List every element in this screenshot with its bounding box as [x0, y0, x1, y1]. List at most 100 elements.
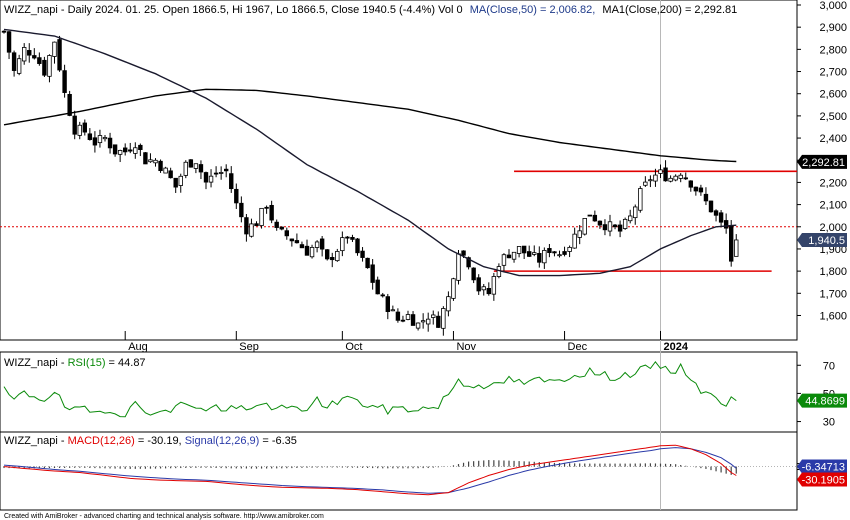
candle-body-down	[37, 57, 42, 64]
candle-body-up	[163, 167, 168, 174]
candle-body-down	[203, 172, 209, 183]
candle-body-up	[309, 247, 315, 258]
candle-body-down	[32, 55, 37, 59]
candle-body-up	[491, 276, 497, 295]
candle-body-up	[648, 179, 653, 182]
candle-body-down	[537, 253, 542, 263]
candle-body-up	[47, 55, 52, 77]
candle-body-up	[431, 314, 436, 318]
candle-body-up	[622, 218, 628, 229]
candle-body-up	[572, 233, 577, 249]
candle-body-up	[340, 237, 345, 252]
candle-body-down	[269, 204, 274, 221]
candle-body-down	[244, 217, 249, 235]
candle-body-up	[673, 175, 678, 181]
macd-prefix: WIZZ_napi -	[4, 435, 68, 447]
candle-body-down	[723, 220, 729, 229]
price-tick-label: 3,000	[819, 0, 847, 12]
candle-body-down	[57, 39, 62, 71]
candle-body-up	[178, 175, 183, 186]
candle-body-down	[400, 319, 406, 322]
candle-body-down	[597, 220, 603, 226]
candle-body-up	[183, 161, 188, 176]
candle-body-down	[42, 59, 47, 76]
rsi-value: = 44.87	[109, 357, 146, 369]
candle-body-up	[638, 188, 643, 211]
candle-body-up	[97, 135, 103, 144]
candle-body-up	[218, 172, 224, 174]
candle-body-down	[729, 225, 734, 262]
candle-body-up	[259, 207, 264, 226]
candle-body-down	[592, 214, 598, 222]
candle-body-up	[678, 174, 683, 179]
candle-body-down	[698, 187, 704, 193]
candle-body-down	[82, 122, 87, 133]
candle-body-up	[542, 250, 547, 264]
candle-body-up	[390, 309, 396, 312]
rsi-series	[3, 360, 737, 418]
candle-body-down	[1, 30, 7, 33]
candle-body-down	[587, 214, 592, 217]
price-tick-label: 2,200	[819, 177, 847, 189]
candle-body-down	[6, 31, 12, 53]
candle-body-down	[380, 294, 385, 297]
signal-label: Signal(12,26,9)	[185, 435, 260, 447]
candle-body-down	[138, 144, 143, 150]
ma50-label: MA(Close,50) = 2,006.82,	[470, 4, 596, 16]
candle-body-down	[213, 172, 219, 175]
candle-body-down	[279, 226, 284, 230]
candle-body-up	[567, 246, 572, 252]
rsi-label: RSI(15)	[68, 357, 106, 369]
candle-body-down	[264, 206, 269, 209]
candle-body-down	[299, 244, 305, 249]
candle-body-up	[658, 169, 663, 174]
price-badge-bg	[797, 232, 847, 247]
signal-badge-text: -6.34713	[802, 461, 845, 473]
candle-body-up	[77, 124, 82, 136]
candle-body-down	[234, 188, 239, 204]
candle-body-up	[133, 147, 138, 154]
date-label: Sep	[239, 341, 259, 353]
price-tick-label: 2,700	[819, 67, 847, 79]
candle-body-down	[289, 238, 295, 242]
date-axis-labels: Aug Sep Oct Nov Dec 2024	[124, 331, 689, 353]
ma50-line	[3, 28, 737, 277]
macd-badge-bg	[797, 472, 847, 487]
candlesticks	[1, 30, 739, 336]
candle-body-down	[602, 224, 608, 231]
price-tick-label: 2,000	[819, 222, 847, 234]
moving-averages	[3, 28, 737, 277]
price-badge-text: 1,940.5	[808, 235, 845, 247]
macd-series	[0, 444, 797, 496]
candle-body-down	[355, 238, 360, 254]
candle-body-down	[87, 133, 93, 140]
candle-body-down	[198, 164, 204, 173]
candle-body-up	[481, 286, 486, 291]
candle-body-down	[168, 170, 173, 179]
candle-body-down	[718, 212, 724, 223]
macd-label: MACD(12,26)	[68, 435, 135, 447]
candle-body-up	[153, 159, 158, 164]
candle-body-up	[16, 58, 22, 74]
candle-body-down	[11, 52, 17, 71]
candle-body-down	[395, 311, 401, 321]
candle-body-down	[345, 236, 350, 239]
candle-body-down	[92, 137, 98, 146]
rsi-line	[3, 360, 737, 418]
candle-body-down	[294, 240, 300, 244]
candle-body-up	[633, 206, 638, 219]
candle-body-down	[410, 314, 416, 326]
candle-body-down	[229, 173, 234, 190]
candle-body-down	[304, 245, 310, 256]
date-label: 2024	[664, 341, 689, 353]
price-title: WIZZ_napi - Daily 2024. 01. 25. Open 186…	[4, 4, 737, 16]
candle-body-up	[516, 246, 522, 254]
price-tick-label: 2,400	[819, 133, 847, 145]
candle-body-up	[415, 322, 421, 329]
candle-body-down	[461, 250, 466, 256]
candle-body-down	[663, 167, 668, 182]
candle-body-down	[552, 251, 557, 254]
candle-body-up	[208, 175, 214, 183]
macd-line	[3, 444, 737, 496]
